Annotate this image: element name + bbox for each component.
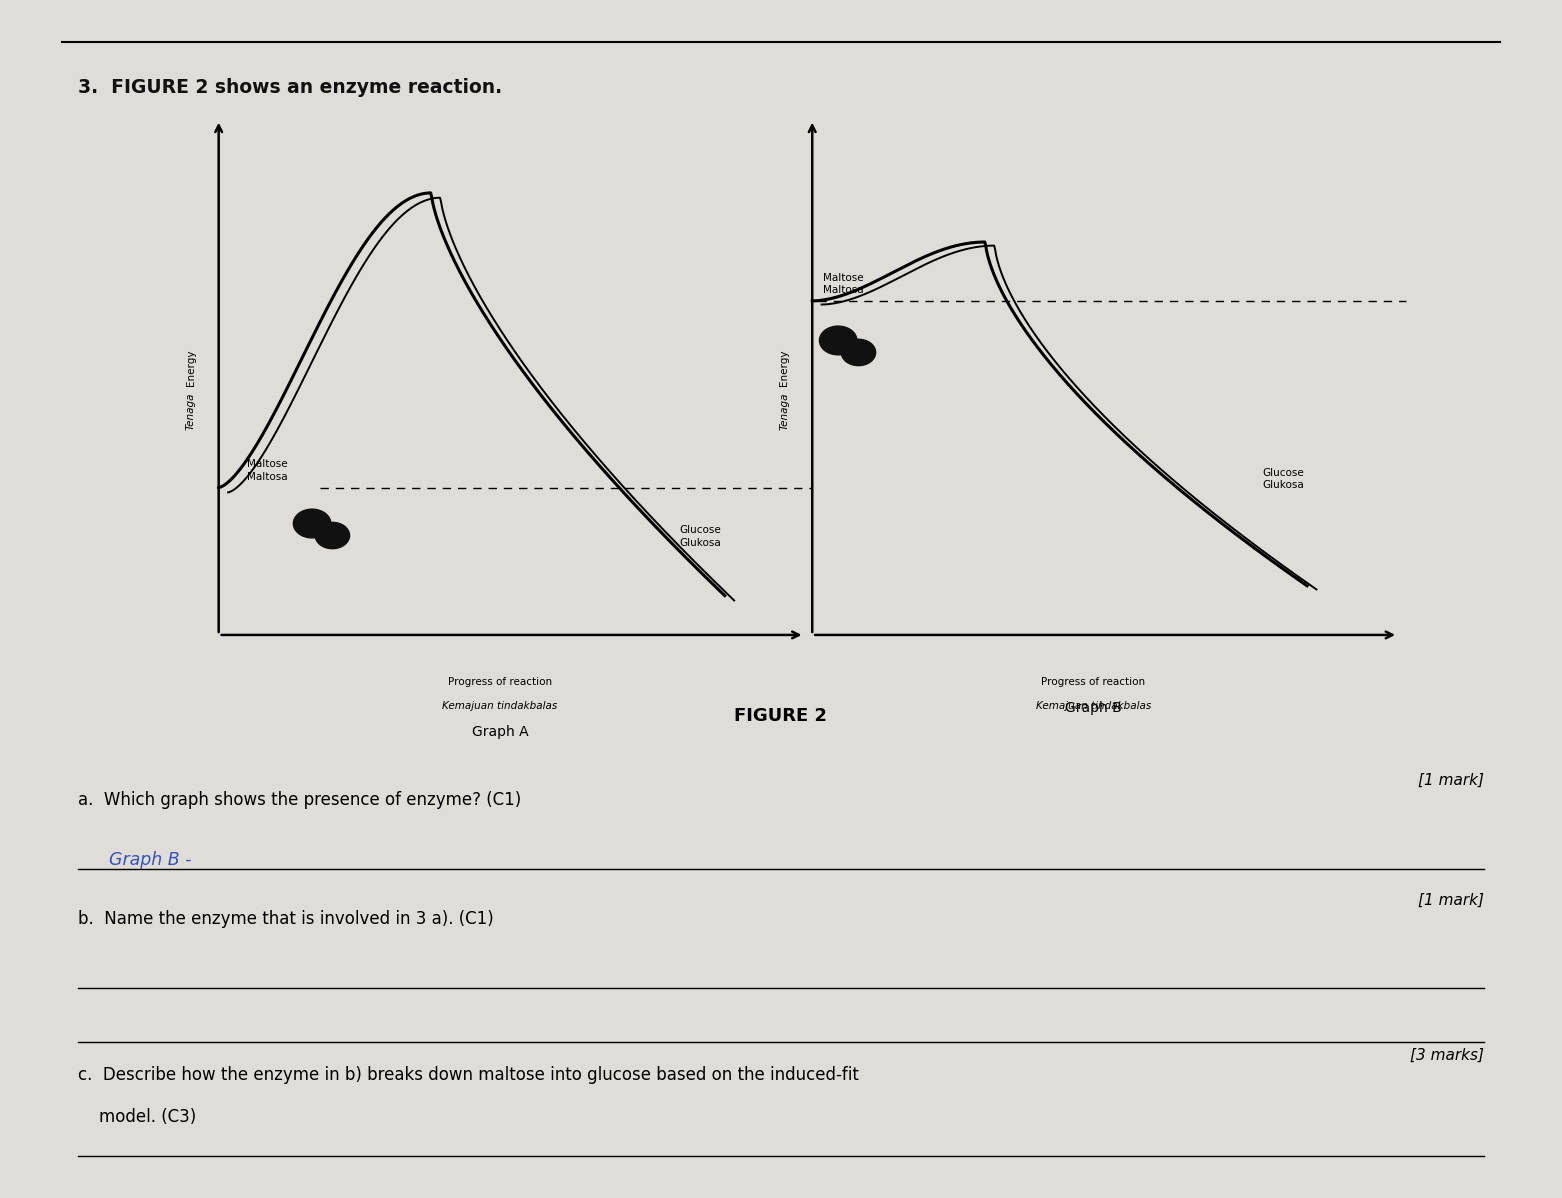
Text: Graph B: Graph B	[1065, 701, 1122, 715]
Text: Glucose
Glukosa: Glucose Glukosa	[679, 526, 722, 547]
Text: [1 mark]: [1 mark]	[1418, 893, 1484, 908]
Text: Energy: Energy	[779, 350, 789, 386]
Text: Kemajuan tindakbalas: Kemajuan tindakbalas	[1036, 701, 1151, 710]
Text: Graph A: Graph A	[472, 725, 528, 739]
Text: Graph B -: Graph B -	[109, 851, 192, 869]
Text: Progress of reaction: Progress of reaction	[448, 677, 551, 686]
Text: Energy: Energy	[186, 350, 195, 386]
Circle shape	[842, 339, 876, 365]
Text: Glucose
Glukosa: Glucose Glukosa	[1262, 467, 1304, 490]
Text: Maltose
Maltosa: Maltose Maltosa	[247, 459, 287, 482]
Circle shape	[820, 326, 858, 355]
Circle shape	[294, 509, 331, 538]
Text: Maltose
Maltosa: Maltose Maltosa	[823, 273, 864, 295]
Text: [1 mark]: [1 mark]	[1418, 773, 1484, 788]
Text: c.  Describe how the enzyme in b) breaks down maltose into glucose based on the : c. Describe how the enzyme in b) breaks …	[78, 1066, 859, 1084]
Text: [3 marks]: [3 marks]	[1410, 1048, 1484, 1064]
Text: a.  Which graph shows the presence of enzyme? (C1): a. Which graph shows the presence of enz…	[78, 791, 522, 809]
Text: Tenaga: Tenaga	[186, 392, 195, 430]
Circle shape	[316, 522, 350, 549]
Text: b.  Name the enzyme that is involved in 3 a). (C1): b. Name the enzyme that is involved in 3…	[78, 910, 494, 928]
Text: 3.  FIGURE 2 shows an enzyme reaction.: 3. FIGURE 2 shows an enzyme reaction.	[78, 78, 503, 97]
Text: Kemajuan tindakbalas: Kemajuan tindakbalas	[442, 701, 558, 710]
Text: Progress of reaction: Progress of reaction	[1042, 677, 1145, 686]
Text: model. (C3): model. (C3)	[78, 1108, 197, 1126]
Text: Tenaga: Tenaga	[779, 392, 789, 430]
Text: FIGURE 2: FIGURE 2	[734, 707, 828, 725]
